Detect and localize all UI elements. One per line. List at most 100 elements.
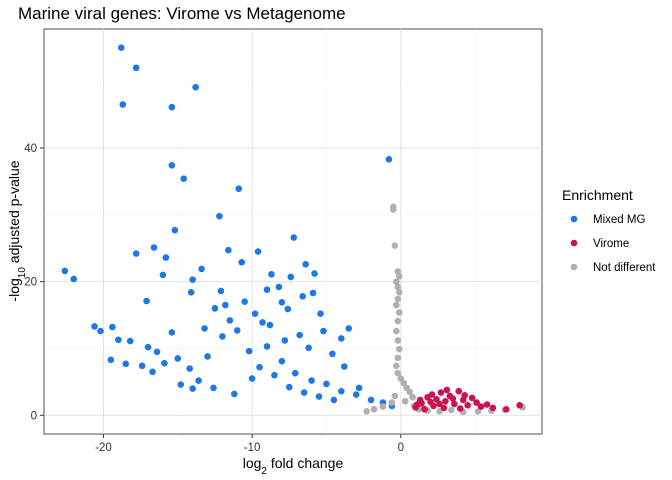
data-point (433, 395, 440, 403)
x-tick-label: -20 (95, 442, 112, 454)
data-point (268, 270, 275, 278)
x-axis-title-subscript: 2 (261, 466, 267, 477)
data-point (302, 260, 309, 268)
data-point (395, 345, 403, 353)
data-point (455, 387, 463, 395)
data-point (271, 371, 278, 379)
data-point (401, 397, 409, 405)
data-point (345, 325, 353, 332)
data-point (395, 289, 403, 296)
x-axis-title-rest: fold change (267, 455, 343, 471)
data-point (278, 357, 286, 365)
data-point (187, 289, 195, 296)
data-point (483, 401, 491, 408)
data-point (189, 276, 196, 283)
data-point (390, 206, 397, 213)
data-point (254, 248, 262, 255)
axis-ticks: -20 -10 0 0 20 40 (24, 143, 404, 454)
data-point (393, 278, 400, 285)
data-point (394, 295, 402, 303)
data-point (355, 384, 363, 392)
grid-lines (44, 29, 542, 434)
data-point (393, 301, 400, 309)
data-point (168, 329, 176, 336)
data-point (305, 344, 312, 352)
data-point (393, 327, 400, 335)
data-point (379, 403, 387, 410)
data-point (395, 272, 403, 280)
data-point (394, 283, 402, 291)
data-point (473, 399, 480, 406)
data-point (287, 273, 295, 281)
data-point (107, 356, 115, 364)
data-point (440, 404, 448, 412)
legend: Enrichment Mixed MG Virome Not different (562, 187, 656, 274)
data-point (352, 391, 360, 398)
data-points (61, 44, 526, 416)
series-virome (412, 386, 524, 413)
data-point (233, 327, 241, 334)
data-point (210, 384, 217, 392)
legend-key (570, 239, 578, 247)
data-point (143, 297, 150, 305)
data-point (281, 337, 289, 344)
data-point (195, 377, 202, 384)
data-point (266, 321, 274, 329)
data-point (230, 390, 238, 398)
data-point (119, 101, 127, 108)
data-point (320, 327, 327, 335)
data-point (177, 381, 185, 388)
data-point (370, 405, 378, 413)
y-axis-title-subscript: 10 (17, 267, 28, 279)
data-point (413, 401, 421, 408)
data-point (238, 258, 246, 266)
data-point (461, 391, 468, 399)
data-point (450, 400, 458, 408)
data-point (171, 226, 179, 234)
data-point (161, 359, 168, 367)
legend-items: Mixed MG Virome Not different (570, 214, 656, 274)
data-point (70, 275, 78, 283)
data-point (122, 360, 130, 368)
data-point (468, 394, 476, 402)
data-point (489, 404, 497, 412)
x-axis-title-main: log (243, 455, 262, 471)
y-axis-title: -log10 adjusted p-value (6, 160, 28, 301)
data-point (241, 298, 248, 305)
x-axis-title: log2 fold change (243, 455, 344, 477)
data-point (248, 375, 256, 382)
data-point (126, 337, 134, 345)
data-point (162, 254, 170, 261)
data-point (428, 391, 436, 398)
data-point (394, 337, 402, 344)
data-point (394, 317, 402, 325)
data-point (391, 392, 399, 400)
data-point (409, 393, 416, 401)
data-point (400, 379, 408, 387)
data-point (174, 355, 182, 362)
data-point (427, 398, 434, 406)
data-point (132, 64, 140, 72)
data-point (211, 305, 219, 312)
data-point (329, 350, 336, 358)
x-tick-label: -10 (244, 442, 261, 454)
data-point (503, 405, 510, 413)
data-point (168, 103, 176, 111)
legend-label: Mixed MG (593, 214, 645, 226)
data-point (138, 362, 146, 370)
data-point (290, 234, 298, 241)
data-point (388, 399, 396, 406)
y-tick-label: 40 (24, 143, 37, 155)
data-point (263, 343, 271, 350)
y-axis-title-pre: -log (6, 278, 22, 301)
series-mixed-mg (61, 44, 396, 410)
data-point (464, 401, 471, 409)
legend-key (570, 215, 578, 223)
data-point (61, 267, 69, 275)
data-point (323, 380, 330, 388)
data-point (421, 405, 428, 413)
data-point (245, 347, 253, 355)
data-point (153, 348, 161, 356)
data-point (315, 393, 323, 400)
data-point (201, 325, 208, 332)
